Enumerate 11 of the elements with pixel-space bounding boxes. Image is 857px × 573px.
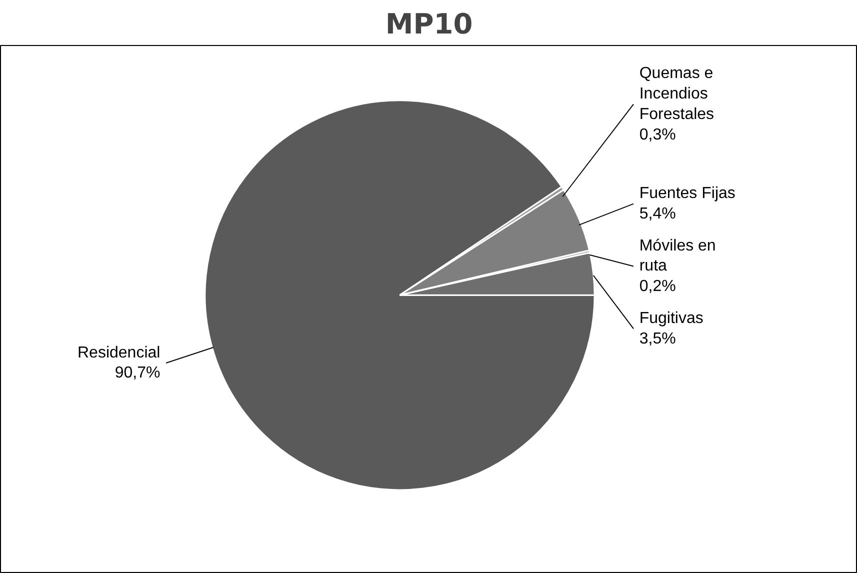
slice-label: Residencial	[78, 344, 160, 362]
slice-label: Fugitivas	[639, 310, 704, 327]
data-label: 3,5%	[639, 330, 676, 348]
data-label: 0,2%	[639, 278, 676, 296]
data-label: 5,4%	[639, 206, 676, 223]
slice-label: Móviles en ruta	[639, 237, 716, 275]
data-label: 0,3%	[639, 126, 676, 144]
chart-title: MP10	[385, 8, 473, 40]
slice-label: Fuentes Fijas	[639, 185, 736, 202]
slice-label: Quemas e Incendios Forestales	[639, 65, 714, 123]
data-label: 90,7%	[114, 364, 160, 382]
